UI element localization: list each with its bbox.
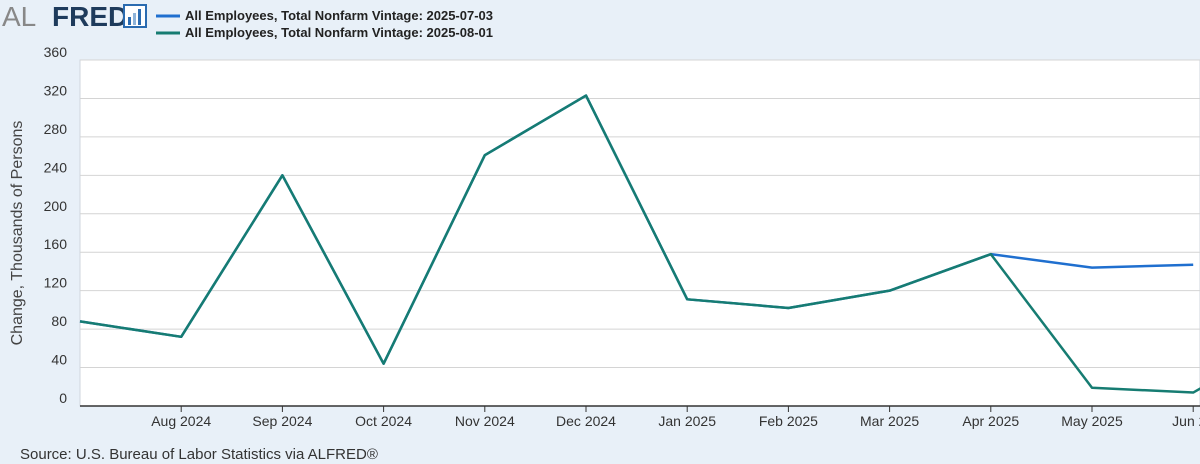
bar-chart-icon (123, 4, 147, 28)
y-tick-label: 360 (44, 44, 68, 60)
logo-fred-text: FRED (52, 1, 128, 32)
y-axis-ticks: 0 40 80 120 160 200 240 280 320 360 (44, 44, 68, 406)
legend-label-series-1: All Employees, Total Nonfarm Vintage: 20… (185, 8, 493, 23)
y-tick-label: 120 (44, 275, 68, 291)
y-tick-label: 200 (44, 198, 68, 214)
x-tick-label: Jan 2025 (658, 413, 716, 429)
x-tick-label: Oct 2024 (355, 413, 412, 429)
series-lines (79, 94, 1200, 394)
x-tick-label: Dec 2024 (556, 413, 616, 429)
alfred-logo[interactable]: AL FRED (2, 1, 147, 32)
x-tick-label: Feb 2025 (759, 413, 818, 429)
x-tick-label: Mar 2025 (860, 413, 919, 429)
legend-label-series-2: All Employees, Total Nonfarm Vintage: 20… (185, 25, 493, 40)
y-tick-label: 320 (44, 82, 68, 98)
source-note: Source: U.S. Bureau of Labor Statistics … (20, 446, 378, 463)
legend: All Employees, Total Nonfarm Vintage: 20… (156, 8, 493, 40)
y-axis-label: Change, Thousands of Persons (9, 121, 26, 346)
x-axis-ticks: Aug 2024 Sep 2024 Oct 2024 Nov 2024 Dec 2024… (151, 406, 1200, 429)
x-tick-label: Jun 20 (1172, 413, 1200, 429)
y-tick-label: 0 (59, 390, 67, 406)
x-tick-label: May 2025 (1061, 413, 1123, 429)
series-line-2[interactable] (79, 94, 1200, 394)
x-tick-label: Aug 2024 (151, 413, 211, 429)
y-tick-label: 40 (51, 352, 67, 368)
x-tick-label: Nov 2024 (455, 413, 515, 429)
y-tick-label: 160 (44, 236, 68, 252)
x-tick-label: Apr 2025 (962, 413, 1019, 429)
y-tick-label: 80 (51, 313, 67, 329)
plot-area (79, 59, 1200, 407)
x-tick-label: Sep 2024 (252, 413, 312, 429)
legend-item-series-1[interactable]: All Employees, Total Nonfarm Vintage: 20… (156, 8, 493, 23)
legend-item-series-2[interactable]: All Employees, Total Nonfarm Vintage: 20… (156, 25, 493, 40)
y-tick-label: 240 (44, 159, 68, 175)
y-tick-label: 280 (44, 121, 68, 137)
logo-al-text: AL (2, 1, 36, 32)
grid-lines (80, 59, 1200, 369)
